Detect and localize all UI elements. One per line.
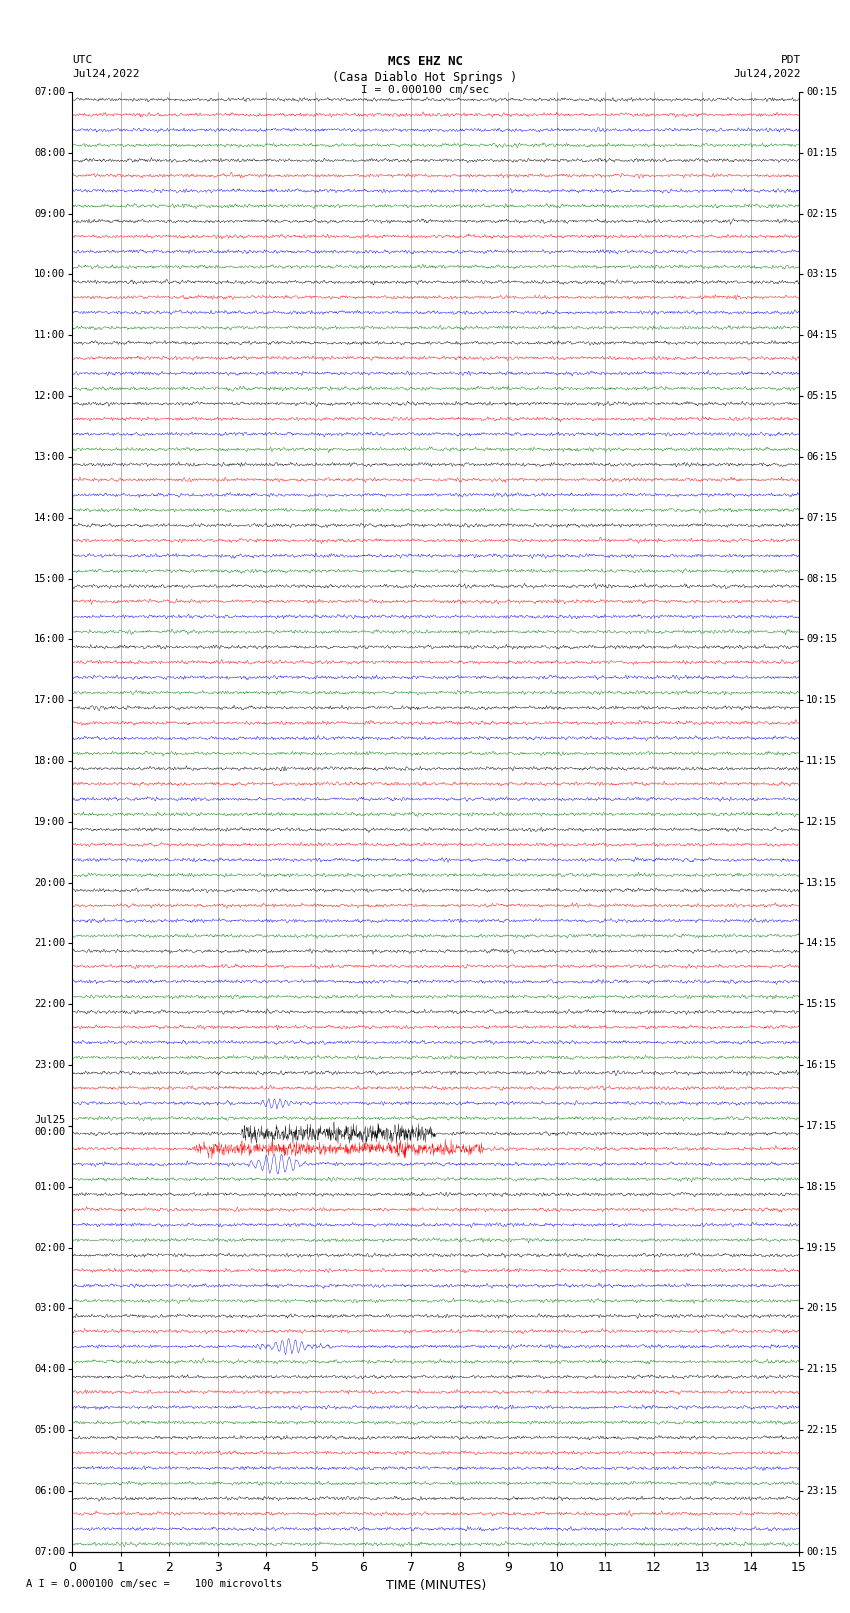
- Text: MCS EHZ NC: MCS EHZ NC: [388, 55, 462, 68]
- Text: UTC: UTC: [72, 55, 93, 65]
- Text: A I = 0.000100 cm/sec =    100 microvolts: A I = 0.000100 cm/sec = 100 microvolts: [26, 1579, 281, 1589]
- Text: PDT: PDT: [780, 55, 801, 65]
- X-axis label: TIME (MINUTES): TIME (MINUTES): [386, 1579, 485, 1592]
- Text: Jul24,2022: Jul24,2022: [72, 69, 139, 79]
- Text: (Casa Diablo Hot Springs ): (Casa Diablo Hot Springs ): [332, 71, 518, 84]
- Text: Jul24,2022: Jul24,2022: [734, 69, 801, 79]
- Text: I = 0.000100 cm/sec: I = 0.000100 cm/sec: [361, 85, 489, 95]
